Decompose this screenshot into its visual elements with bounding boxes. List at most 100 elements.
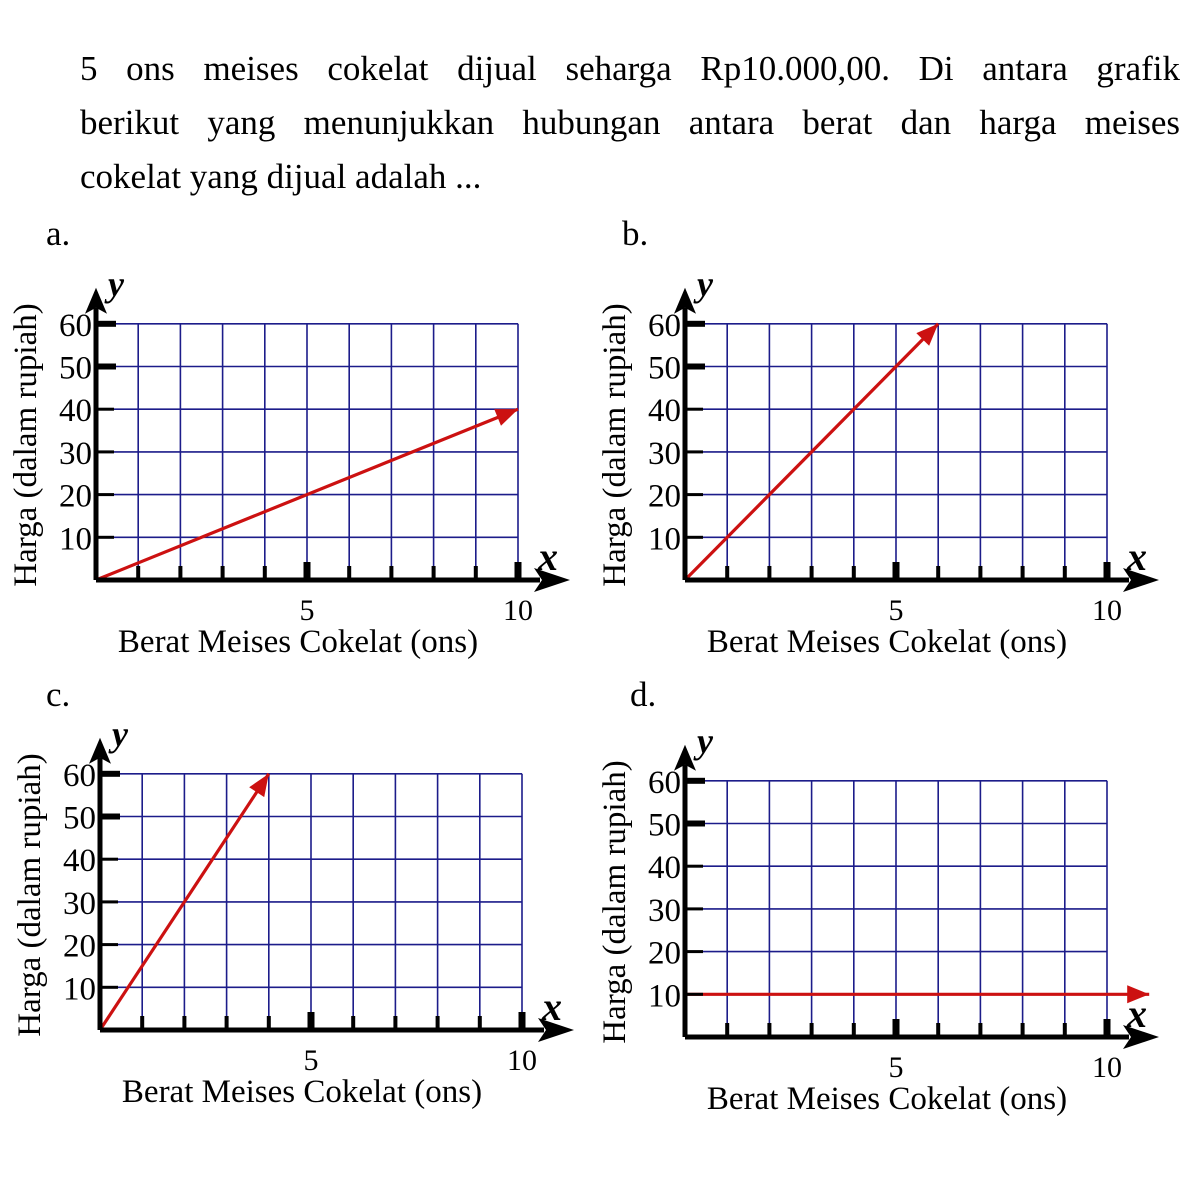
x-tick xyxy=(262,566,267,580)
y-tick-label: 40 xyxy=(648,393,681,429)
y-axis-arrow xyxy=(89,737,111,764)
y-tick-label: 30 xyxy=(648,436,681,472)
series-line xyxy=(683,322,940,582)
x-tick-label: 10 xyxy=(1092,1051,1122,1084)
y-tick-label: 50 xyxy=(59,351,92,387)
x-axis-title: Berat Meises Cokelat (ons) xyxy=(707,1081,1067,1117)
x-axis-title: Berat Meises Cokelat (ons) xyxy=(707,624,1067,660)
x-tick xyxy=(435,1016,440,1030)
x-tick xyxy=(347,566,352,580)
y-tick xyxy=(100,813,120,820)
y-tick xyxy=(96,450,114,454)
y-tick xyxy=(96,535,114,539)
y-tick-label: 20 xyxy=(63,929,96,965)
x-tick xyxy=(1020,1023,1025,1037)
question-line-2: berikut yang menunjukkan hubungan antara… xyxy=(80,103,1180,142)
y-tick xyxy=(96,320,116,327)
x-tick xyxy=(851,566,856,580)
y-tick-label: 60 xyxy=(59,308,92,344)
y-tick xyxy=(685,363,705,370)
y-axis-symbol: y xyxy=(108,714,129,754)
x-axis-symbol: x xyxy=(1126,534,1147,579)
x-axis-title: Berat Meises Cokelat (ons) xyxy=(122,1074,482,1110)
series-line xyxy=(95,407,519,582)
y-tick-label: 10 xyxy=(648,521,681,557)
x-axis-arrow xyxy=(538,1018,574,1042)
x-tick xyxy=(1062,1023,1067,1037)
x-tick xyxy=(936,566,941,580)
x-tick-label: 5 xyxy=(889,1051,904,1084)
y-tick xyxy=(685,950,703,954)
y-tick-label: 10 xyxy=(59,521,92,557)
y-tick-label: 20 xyxy=(648,936,681,972)
y-axis-symbol: y xyxy=(104,264,125,304)
y-tick-label: 30 xyxy=(648,893,681,929)
x-tick xyxy=(136,566,141,580)
x-tick xyxy=(1020,566,1025,580)
y-tick-label: 30 xyxy=(63,886,96,922)
x-tick xyxy=(178,566,183,580)
y-tick-label: 60 xyxy=(648,765,681,801)
y-tick-label: 60 xyxy=(63,758,96,794)
x-tick xyxy=(303,562,311,580)
question-line-1: 5 ons meises cokelat dijual seharga Rp10… xyxy=(80,49,1180,88)
y-tick xyxy=(100,943,118,947)
series-arrow-head xyxy=(494,409,518,426)
y-tick xyxy=(685,407,703,411)
series-line xyxy=(98,772,271,1031)
x-axis-arrow xyxy=(1123,1025,1159,1049)
x-tick xyxy=(936,1023,941,1037)
y-tick xyxy=(685,907,703,911)
y-tick-label: 10 xyxy=(63,971,96,1007)
x-tick xyxy=(224,1016,229,1030)
series-arrow-head xyxy=(1127,985,1150,1004)
x-tick xyxy=(892,562,900,580)
x-tick xyxy=(978,566,983,580)
y-tick-label: 40 xyxy=(648,850,681,886)
series-arrow-head xyxy=(916,323,939,346)
y-tick xyxy=(100,900,118,904)
x-tick xyxy=(978,1023,983,1037)
x-tick xyxy=(351,1016,356,1030)
option-a-label[interactable]: a. xyxy=(46,214,71,253)
x-tick xyxy=(1103,562,1111,580)
x-tick xyxy=(393,1016,398,1030)
y-axis-title: Harga (dalam rupiah) xyxy=(12,753,48,1036)
x-tick-label: 10 xyxy=(507,1044,537,1077)
option-d-label[interactable]: d. xyxy=(630,675,657,714)
y-tick xyxy=(96,407,114,411)
y-tick xyxy=(685,992,703,996)
x-tick xyxy=(220,566,225,580)
y-tick xyxy=(685,820,705,827)
x-axis-arrow xyxy=(534,568,570,592)
x-tick xyxy=(809,1023,814,1037)
x-axis-symbol: x xyxy=(541,984,562,1029)
y-axis-title: Harga (dalam rupiah) xyxy=(597,303,633,586)
x-tick xyxy=(140,1016,145,1030)
x-axis-symbol: x xyxy=(537,534,558,579)
y-tick-label: 50 xyxy=(648,808,681,844)
x-axis-title: Berat Meises Cokelat (ons) xyxy=(118,624,478,660)
question-line-3: cokelat yang dijual adalah ... xyxy=(80,157,482,196)
y-tick xyxy=(100,770,120,777)
y-tick-label: 40 xyxy=(59,393,92,429)
x-tick xyxy=(851,1023,856,1037)
option-c-label[interactable]: c. xyxy=(46,675,71,714)
y-tick xyxy=(685,535,703,539)
y-axis-arrow xyxy=(85,287,107,314)
x-axis-arrow xyxy=(1123,568,1159,592)
y-tick-label: 40 xyxy=(63,843,96,879)
option-b-label[interactable]: b. xyxy=(622,214,649,253)
x-tick xyxy=(892,1019,900,1037)
y-tick xyxy=(100,985,118,989)
x-tick xyxy=(809,566,814,580)
x-tick xyxy=(477,1016,482,1030)
x-tick xyxy=(266,1016,271,1030)
x-tick-label: 5 xyxy=(304,1044,319,1077)
y-tick-label: 60 xyxy=(648,308,681,344)
x-tick xyxy=(767,566,772,580)
x-axis-symbol: x xyxy=(1126,991,1147,1036)
x-tick-label: 5 xyxy=(889,594,904,627)
y-tick xyxy=(685,493,703,497)
